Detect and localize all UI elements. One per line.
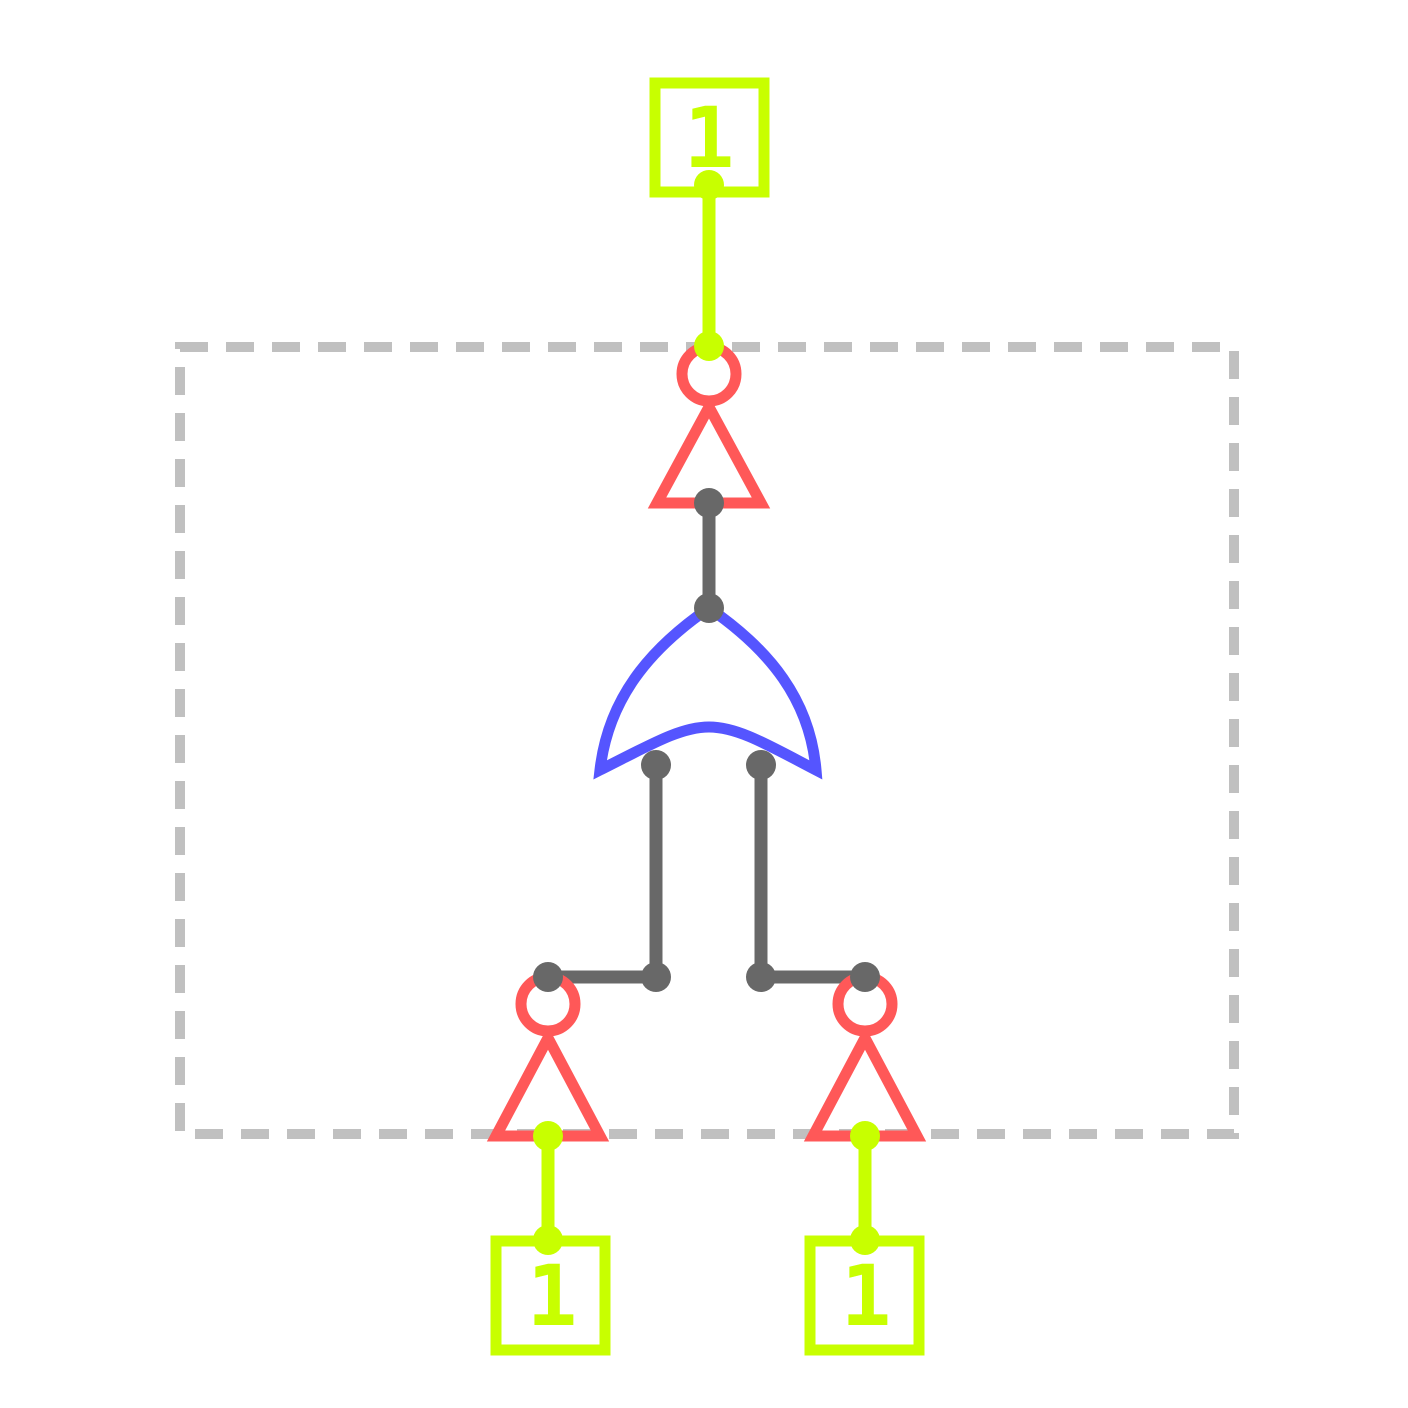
output-pin: 1: [649, 77, 770, 198]
output-value: 1: [684, 89, 735, 187]
node-or-output: [694, 593, 724, 623]
wire-nodes: [533, 488, 880, 992]
input-pin-right: 1: [804, 1235, 925, 1356]
subcircuit-boundary: [175, 342, 1239, 1139]
input-left-value: 1: [527, 1247, 578, 1345]
wire-right-not-to-or: [754, 758, 872, 984]
internal-wires: [541, 496, 872, 984]
node-not-left-input: [533, 1121, 563, 1151]
node-not-left-output: [533, 962, 563, 992]
node-or-input-right: [746, 750, 776, 780]
not-gate-top: [647, 341, 771, 509]
not-gate-left: [486, 971, 610, 1142]
output-box: [649, 77, 770, 198]
input-right-box: [804, 1235, 925, 1356]
not-gate-right: [803, 971, 927, 1142]
input-left-box: [490, 1235, 611, 1356]
or-gate: [593, 601, 823, 780]
input-right-value: 1: [841, 1247, 892, 1345]
node-not-right-output: [850, 962, 880, 992]
node-not-top-output: [694, 331, 724, 361]
node-not-top-input: [694, 488, 724, 518]
wire-left-not-to-or: [541, 758, 663, 984]
node-right-corner: [746, 962, 776, 992]
signal-wires: [541, 178, 872, 1247]
signal-nodes: [533, 170, 880, 1255]
input-pin-left: 1: [490, 1235, 611, 1356]
node-left-corner: [641, 962, 671, 992]
node-not-right-input: [850, 1121, 880, 1151]
node-or-input-left: [641, 750, 671, 780]
